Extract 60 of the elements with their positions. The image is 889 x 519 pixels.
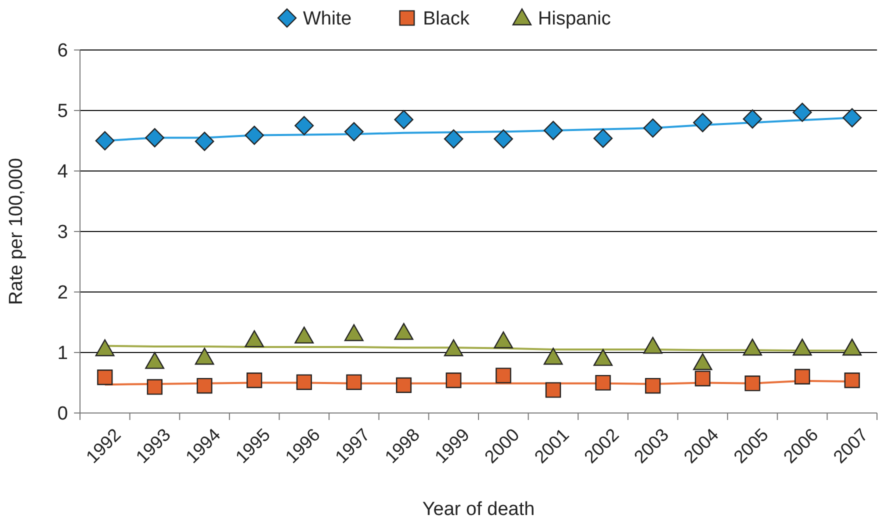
point xyxy=(496,368,512,384)
point xyxy=(693,113,712,132)
y-axis-title: Rate per 100,000 xyxy=(6,158,27,305)
point xyxy=(842,108,862,128)
point xyxy=(545,382,562,398)
point xyxy=(344,324,364,342)
point xyxy=(344,122,364,142)
point xyxy=(593,348,613,366)
point xyxy=(595,374,611,391)
point xyxy=(194,348,214,365)
y-tick-label: 5 xyxy=(57,101,68,122)
point xyxy=(145,352,164,369)
point xyxy=(593,128,613,148)
point xyxy=(744,376,760,392)
point xyxy=(244,330,264,348)
point xyxy=(494,129,514,149)
point xyxy=(394,322,414,340)
point xyxy=(346,374,362,390)
point xyxy=(294,326,314,344)
legend-label: White xyxy=(303,8,352,30)
point xyxy=(544,120,563,140)
legend-label: Hispanic xyxy=(538,8,611,30)
point xyxy=(294,116,314,136)
point xyxy=(794,368,810,384)
point xyxy=(844,372,860,388)
point xyxy=(792,338,812,356)
point xyxy=(693,353,712,370)
point xyxy=(146,379,163,395)
x-axis-title: Year of death xyxy=(422,499,535,519)
point xyxy=(643,336,662,354)
point xyxy=(145,128,164,148)
point xyxy=(842,338,862,356)
point xyxy=(643,118,662,138)
point xyxy=(444,339,464,356)
point xyxy=(645,378,661,394)
point xyxy=(494,331,514,348)
point xyxy=(544,348,563,365)
point xyxy=(396,377,412,393)
point xyxy=(196,378,212,394)
y-tick-label: 4 xyxy=(57,162,68,183)
y-tick-label: 2 xyxy=(57,282,68,304)
point xyxy=(394,110,414,130)
point xyxy=(444,129,464,149)
point xyxy=(97,370,113,386)
point xyxy=(446,372,462,388)
point xyxy=(95,131,115,150)
y-tick-label: 3 xyxy=(57,222,68,244)
y-tick-label: 1 xyxy=(57,343,68,364)
point xyxy=(95,339,115,356)
point xyxy=(246,372,262,388)
point xyxy=(194,132,214,151)
legend-label: Black xyxy=(423,8,470,30)
point xyxy=(742,109,762,129)
point xyxy=(296,374,312,390)
point xyxy=(694,370,710,386)
point xyxy=(244,126,264,145)
y-tick-label: 0 xyxy=(57,404,68,425)
y-tick-label: 6 xyxy=(57,40,68,62)
point xyxy=(742,338,762,356)
point xyxy=(792,102,812,122)
